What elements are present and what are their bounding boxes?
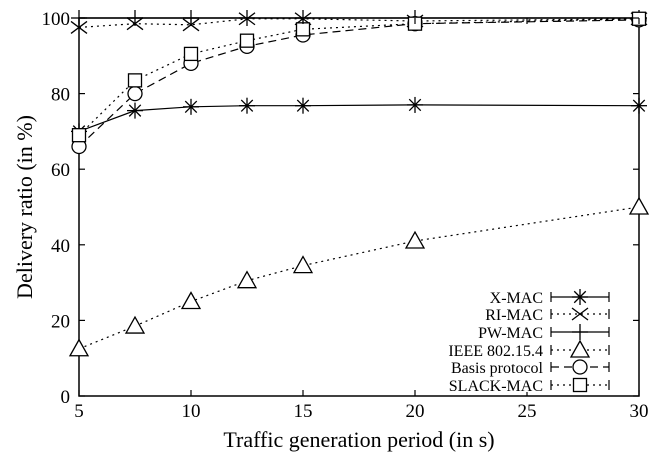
series-basis-protocol <box>71 12 647 155</box>
legend-label: SLACK-MAC <box>449 378 543 395</box>
legend-item-pw-mac: PW-MAC <box>478 324 610 342</box>
legend-marker <box>569 339 591 358</box>
series-ri-mac <box>70 12 648 34</box>
x-axis-label: Traffic generation period (in s) <box>223 427 494 452</box>
data-point-ieee-802-15-4 <box>292 255 314 274</box>
series-line-basis-protocol <box>78 19 640 147</box>
y-tick-label: 40 <box>51 236 70 257</box>
x-tick-label: 15 <box>294 401 313 422</box>
data-point-slack-mac <box>127 73 143 88</box>
x-tick-label: 30 <box>630 401 649 422</box>
data-point-slack-mac <box>183 46 199 62</box>
data-point-ieee-802-15-4 <box>628 196 650 215</box>
data-point-x-mac <box>407 96 423 113</box>
data-point-x-mac <box>295 97 311 114</box>
data-point-slack-mac <box>239 33 255 48</box>
data-point-ri-mac <box>70 20 88 34</box>
data-point-x-mac <box>127 102 143 119</box>
x-tick-label: 25 <box>518 401 537 422</box>
y-tick-label: 80 <box>51 85 70 106</box>
legend-item-ieee-802-15-4: IEEE 802.15.4 <box>448 339 610 360</box>
data-point-ieee-802-15-4 <box>404 230 426 249</box>
data-point-ieee-802-15-4 <box>180 291 202 310</box>
legend-item-x-mac: X-MAC <box>490 289 610 307</box>
data-point-ieee-802-15-4 <box>68 338 90 357</box>
x-tick-label: 5 <box>74 401 84 422</box>
data-point-x-mac <box>183 98 199 115</box>
legend-marker <box>572 324 588 340</box>
data-point-pw-mac <box>127 10 143 26</box>
data-point-pw-mac <box>239 10 255 26</box>
y-tick-label: 0 <box>61 387 71 408</box>
series-x-mac <box>71 96 647 140</box>
data-point-x-mac <box>239 97 255 114</box>
legend-background <box>418 280 630 392</box>
y-tick-label: 100 <box>42 9 71 30</box>
data-point-x-mac <box>631 97 647 114</box>
legend-marker <box>572 377 588 393</box>
x-tick-label: 10 <box>182 401 201 422</box>
legend-item-basis-protocol: Basis protocol <box>451 359 610 377</box>
legend-item-ri-mac: RI-MAC <box>485 307 610 324</box>
data-point-basis-protocol <box>127 85 143 102</box>
legend-label: IEEE 802.15.4 <box>448 343 543 360</box>
legend-marker <box>571 307 589 321</box>
legend-label: RI-MAC <box>485 307 543 324</box>
data-point-ieee-802-15-4 <box>124 315 146 334</box>
series-ieee-802-15-4 <box>68 196 650 357</box>
data-point-slack-mac <box>71 128 87 143</box>
legend-label: X-MAC <box>490 290 543 307</box>
series-line-slack-mac <box>78 18 640 136</box>
legend-item-slack-mac: SLACK-MAC <box>449 377 610 395</box>
series-line-x-mac <box>78 104 640 132</box>
data-point-slack-mac <box>295 22 311 37</box>
legend-label: Basis protocol <box>451 360 544 377</box>
legend-label: PW-MAC <box>478 325 543 342</box>
x-tick-label: 20 <box>406 401 425 422</box>
axis-ticks: 5 10 15 20 25 30 0 20 40 60 80 100 <box>42 9 649 422</box>
y-tick-label: 60 <box>51 160 70 181</box>
legend-marker <box>572 289 588 305</box>
series-slack-mac <box>71 11 647 143</box>
data-point-ieee-802-15-4 <box>236 270 258 289</box>
y-tick-label: 20 <box>51 311 70 332</box>
y-axis-label: Delivery ratio (in %) <box>12 115 37 299</box>
legend-marker <box>572 359 588 375</box>
series-line-ri-mac <box>78 18 640 28</box>
